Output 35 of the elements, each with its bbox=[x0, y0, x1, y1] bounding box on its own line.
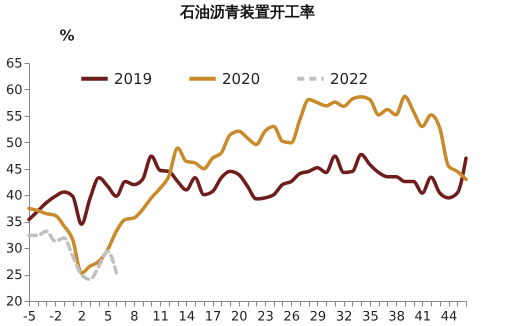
line-series bbox=[27, 229, 118, 282]
x-tick-label: 5 bbox=[104, 310, 112, 324]
legend-label: 2019 bbox=[114, 70, 152, 88]
x-tick-label: 23 bbox=[257, 310, 274, 324]
x-tick-label: 41 bbox=[414, 310, 432, 324]
legend-label: 2022 bbox=[330, 70, 368, 88]
x-tick-label: 44 bbox=[440, 310, 458, 324]
x-tick-label: 32 bbox=[336, 310, 352, 324]
y-tick-label: 30 bbox=[6, 242, 22, 257]
legend-label: 2020 bbox=[222, 70, 260, 88]
x-tick-label: 26 bbox=[283, 310, 300, 324]
y-tick-label: 55 bbox=[6, 109, 22, 124]
x-tick-label: 8 bbox=[130, 310, 139, 324]
chart-title: 石油沥青装置开工率 bbox=[179, 3, 315, 21]
x-tick-label: 38 bbox=[388, 310, 405, 324]
x-tick-label: 2 bbox=[78, 310, 86, 324]
line-series bbox=[27, 152, 468, 226]
y-tick-label: 60 bbox=[6, 82, 22, 98]
x-tick-label: -5 bbox=[23, 310, 36, 324]
y-axis-title: % bbox=[60, 26, 75, 44]
y-tick-label: 40 bbox=[6, 188, 22, 204]
y-tick-label: 20 bbox=[6, 294, 22, 310]
x-tick-label: 17 bbox=[204, 310, 222, 324]
x-tick-label: 20 bbox=[230, 310, 248, 324]
y-tick-label: 25 bbox=[6, 268, 22, 284]
y-tick-label: 65 bbox=[6, 56, 22, 72]
line-series bbox=[27, 94, 468, 275]
x-tick-label: 35 bbox=[362, 310, 379, 324]
y-tick-label: 50 bbox=[6, 136, 22, 151]
x-tick-label: -2 bbox=[49, 310, 62, 324]
x-tick-label: 14 bbox=[178, 310, 196, 324]
x-tick-label: 29 bbox=[310, 310, 326, 324]
y-tick-label: 45 bbox=[6, 162, 22, 178]
y-tick-label: 35 bbox=[6, 215, 22, 230]
x-tick-label: 11 bbox=[152, 310, 169, 324]
